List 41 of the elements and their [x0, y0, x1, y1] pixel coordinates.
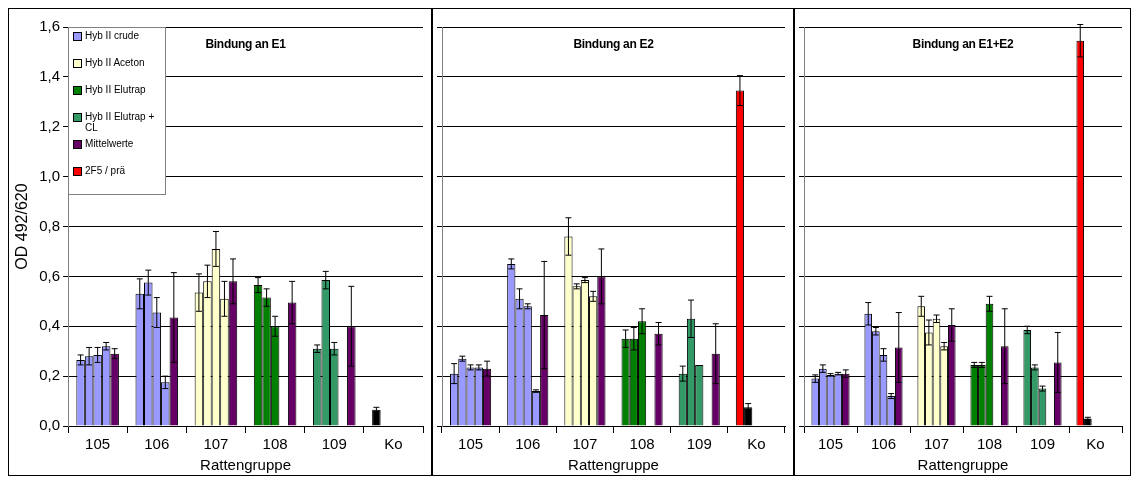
x-tick-label: 108	[976, 435, 1003, 453]
y-tick-label: 1,0	[39, 166, 61, 184]
y-tick-label: 1,4	[39, 67, 61, 85]
x-tick-label: 109	[1029, 435, 1056, 453]
x-tick-label: 106	[144, 435, 170, 453]
bar	[372, 409, 381, 426]
x-tick-label: 108	[262, 435, 288, 453]
x-axis-title: Rattengruppe	[200, 456, 291, 474]
y-tick-label: 0,4	[39, 316, 61, 334]
text: Bindung an E1	[205, 37, 286, 51]
x-tick-label: Ko	[1086, 435, 1105, 453]
x-axis-title: Rattengruppe	[568, 456, 659, 474]
x-tick-label: 106	[870, 435, 897, 453]
x-tick-label: 106	[515, 435, 541, 453]
x-tick-label: Ko	[747, 435, 766, 453]
x-axis-title: Rattengruppe	[917, 456, 1009, 474]
y-axis-title: OD 492/620	[13, 183, 31, 270]
x-tick-label: 105	[85, 435, 111, 453]
legend-label: Hyb II Elutrap + CL	[85, 111, 156, 133]
legend-label: Mittelwerte	[85, 138, 134, 149]
x-tick-label: 105	[817, 435, 844, 453]
legend-label: Hyb II Aceton	[85, 57, 145, 68]
x-tick-label: Ko	[384, 435, 403, 453]
x-tick-label: 107	[572, 435, 598, 453]
x-tick-label: 109	[321, 435, 347, 453]
x-tick-label: 109	[686, 435, 712, 453]
x-tick-label: 107	[923, 435, 950, 453]
x-tick-label: 107	[203, 435, 229, 453]
y-tick-label: 1,2	[39, 116, 61, 134]
y-tick-label: 1,6	[39, 17, 61, 35]
text: Bindung an E2	[572, 37, 655, 51]
legend-label: Hyb II Elutrap	[85, 84, 146, 95]
x-tick-label: 105	[458, 435, 484, 453]
y-tick-label: 0,0	[39, 416, 61, 434]
legend-label: Hyb II crude	[85, 30, 139, 41]
legend-label: 2F5 / prä	[85, 165, 126, 176]
y-tick-label: 0,6	[39, 266, 61, 284]
text: Bindung an E1+E2	[911, 37, 1015, 51]
y-tick-label: 0,2	[39, 366, 61, 384]
y-tick-label: 0,8	[39, 216, 61, 234]
x-tick-label: 108	[629, 435, 655, 453]
